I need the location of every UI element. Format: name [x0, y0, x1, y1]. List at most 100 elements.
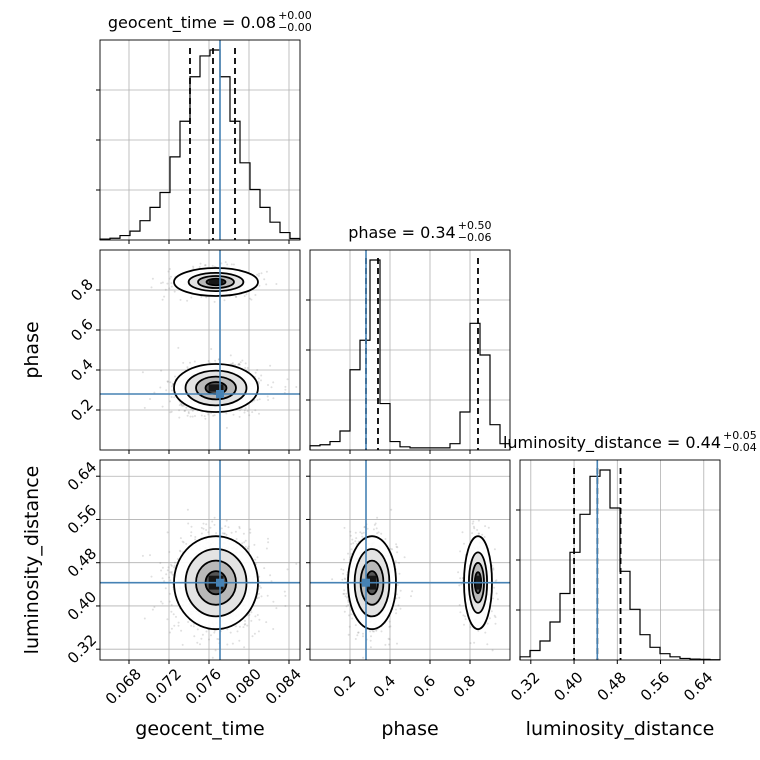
sample-point [182, 404, 185, 407]
sample-point [225, 412, 228, 415]
sample-point [477, 519, 480, 522]
sample-point [492, 567, 495, 570]
sample-point [495, 592, 498, 595]
sample-point [200, 526, 203, 529]
sample-point [207, 531, 210, 534]
sample-point [185, 542, 188, 545]
sample-point [151, 608, 154, 611]
sample-point [362, 656, 365, 659]
sample-point [260, 595, 263, 598]
sample-point [373, 523, 376, 526]
sample-point [399, 589, 402, 592]
sample-point [260, 374, 263, 377]
sample-point [343, 558, 345, 561]
xtick-label-luminosity_distance: 0.32 [507, 668, 543, 704]
sample-point [189, 361, 191, 364]
sample-point [239, 361, 242, 364]
sample-point [226, 263, 229, 266]
sample-point [166, 618, 169, 621]
sample-point [251, 635, 254, 638]
sample-point [376, 532, 379, 535]
sample-point [260, 379, 262, 382]
sample-point [354, 531, 357, 534]
sample-point [388, 643, 391, 646]
sample-point [486, 643, 489, 646]
sample-point [200, 637, 203, 640]
sample-point [396, 546, 399, 549]
sample-point [270, 580, 273, 583]
panel-title-lower-error: −0.04 [723, 441, 757, 454]
sample-point [459, 577, 462, 580]
sample-point [178, 409, 181, 412]
sample-point [463, 542, 465, 545]
sample-point [256, 273, 259, 276]
sample-point [168, 600, 171, 603]
sample-point [181, 643, 184, 646]
sample-point [224, 261, 227, 264]
sample-point [247, 545, 250, 548]
sample-point [372, 528, 375, 531]
sample-point [180, 403, 183, 405]
sample-point [348, 625, 351, 628]
sample-point [397, 604, 400, 607]
sample-point [477, 532, 480, 535]
sample-point [267, 537, 269, 540]
sample-point [244, 407, 247, 410]
sample-point [208, 638, 210, 641]
sample-point [494, 622, 497, 625]
sample-point [149, 554, 151, 557]
sample-point [243, 623, 246, 626]
sample-point [230, 531, 233, 534]
sample-point [141, 371, 144, 374]
xtick-label-phase: 0.4 [370, 672, 400, 702]
sample-point [167, 270, 170, 273]
sample-point [286, 378, 289, 381]
sample-point [484, 525, 487, 528]
sample-point [354, 638, 357, 640]
sample-point [175, 615, 177, 618]
sample-point [486, 622, 489, 625]
xlabel-geocent-time: geocent_time [135, 718, 264, 740]
sample-point [266, 594, 269, 597]
sample-point [359, 531, 362, 534]
sample-point [491, 649, 494, 652]
sample-point [220, 262, 223, 265]
sample-point [215, 532, 218, 535]
sample-point [254, 371, 257, 374]
sample-point [166, 531, 169, 534]
sample-point [234, 625, 237, 628]
sample-point [244, 623, 247, 625]
sample-point [170, 410, 173, 413]
sample-point [194, 536, 197, 538]
sample-point [213, 631, 216, 634]
sample-point [346, 596, 348, 599]
sample-point [369, 646, 372, 649]
sample-point [238, 363, 241, 366]
sample-point [179, 298, 182, 301]
sample-point [395, 612, 398, 615]
panel-title-text: luminosity_distance = 0.44 [503, 433, 721, 453]
sample-point [153, 391, 156, 394]
sample-point [492, 597, 494, 600]
sample-point [211, 520, 214, 523]
truth-marker [216, 390, 224, 398]
sample-point [184, 409, 187, 412]
sample-point [265, 547, 268, 550]
sample-point [205, 523, 208, 526]
sample-point [176, 558, 179, 560]
sample-point [198, 266, 201, 268]
xtick-label-geocent_time: 0.072 [142, 665, 185, 708]
sample-point [493, 586, 496, 589]
sample-point [270, 386, 273, 389]
sample-point [194, 415, 196, 417]
sample-point [384, 538, 387, 540]
sample-point [258, 618, 261, 621]
sample-point [192, 625, 195, 628]
sample-point [275, 607, 278, 610]
histogram-phase [309, 259, 511, 450]
sample-point [494, 616, 497, 619]
panel-title-text: geocent_time = 0.08 [108, 13, 276, 33]
sample-point [170, 563, 172, 566]
sample-point [141, 554, 144, 557]
